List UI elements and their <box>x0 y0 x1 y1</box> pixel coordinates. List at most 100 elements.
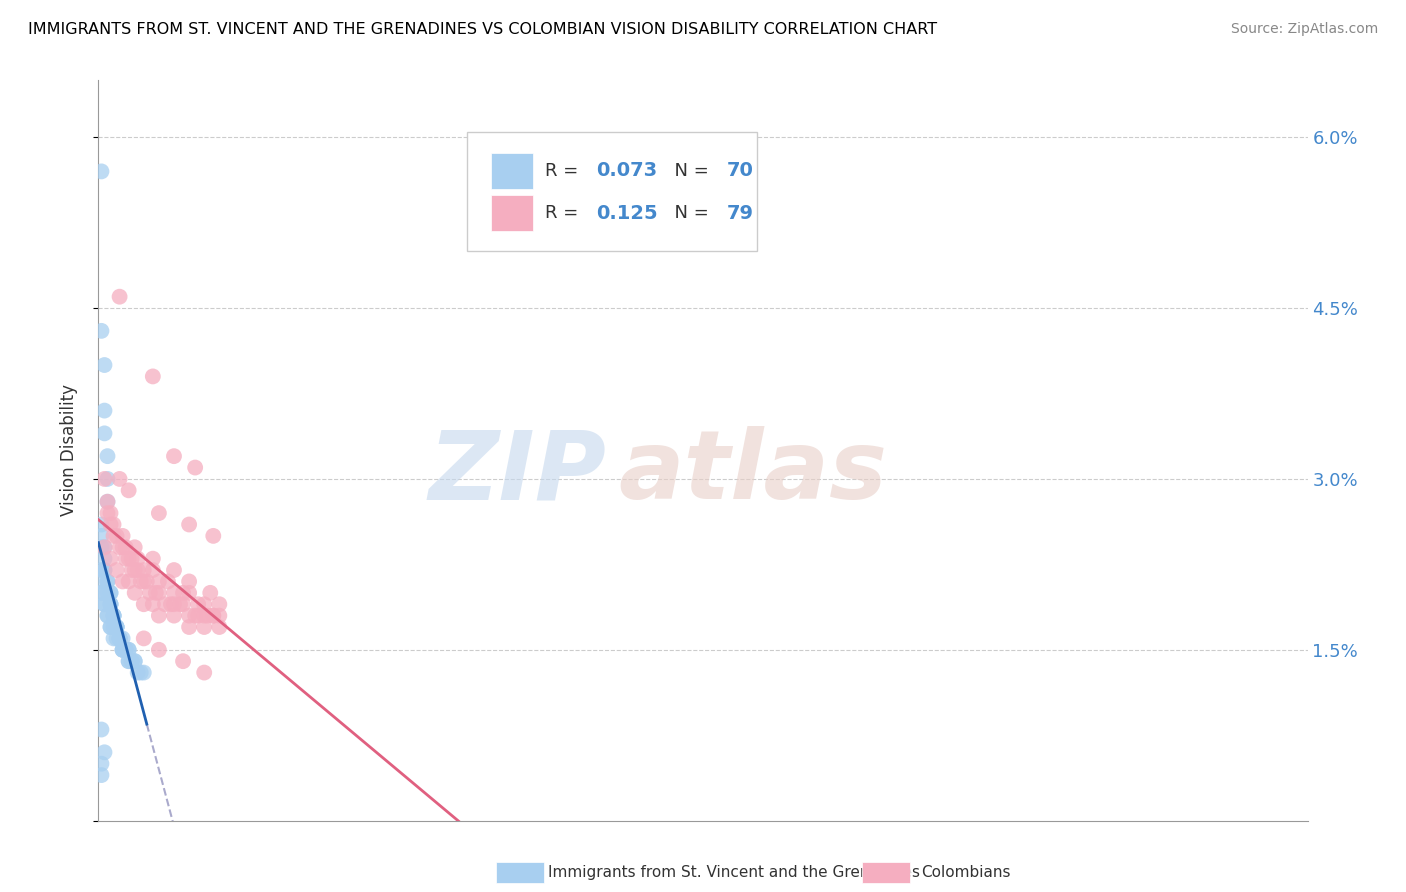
Point <box>202 608 225 623</box>
Point <box>100 586 122 600</box>
Point <box>103 620 125 634</box>
Point <box>103 608 125 623</box>
Text: Colombians: Colombians <box>921 865 1011 880</box>
Point <box>187 597 209 611</box>
Text: 0.125: 0.125 <box>596 203 658 223</box>
Point <box>90 529 112 543</box>
Point <box>172 586 194 600</box>
Point <box>90 324 112 338</box>
Point <box>148 574 170 589</box>
Point <box>121 563 143 577</box>
Point <box>121 654 143 668</box>
Point <box>179 620 201 634</box>
Point <box>118 654 141 668</box>
Point <box>103 608 125 623</box>
Point <box>93 597 115 611</box>
Point <box>121 551 143 566</box>
Point <box>111 529 134 543</box>
Point <box>105 620 128 634</box>
Point <box>93 597 115 611</box>
Point <box>93 358 115 372</box>
Point <box>163 449 186 463</box>
Point <box>124 586 146 600</box>
Point <box>124 563 146 577</box>
Point <box>208 620 231 634</box>
Point <box>105 620 128 634</box>
Point <box>100 620 122 634</box>
Point <box>132 563 155 577</box>
Text: atlas: atlas <box>619 426 887 519</box>
Point <box>202 529 225 543</box>
Text: R =: R = <box>544 204 583 222</box>
Point <box>118 642 141 657</box>
Point <box>100 597 122 611</box>
Point <box>114 551 136 566</box>
Point <box>108 290 131 304</box>
Point <box>96 586 118 600</box>
Point <box>193 620 215 634</box>
Point <box>163 586 186 600</box>
Point <box>111 541 134 555</box>
Point <box>93 563 115 577</box>
Point <box>208 597 231 611</box>
Point <box>193 597 215 611</box>
Point <box>108 632 131 646</box>
Point <box>142 369 165 384</box>
Point <box>172 597 194 611</box>
Text: N =: N = <box>664 162 714 180</box>
Point <box>100 517 122 532</box>
Point <box>93 426 115 441</box>
Point <box>90 563 112 577</box>
Point <box>105 529 128 543</box>
Point <box>148 586 170 600</box>
Point <box>90 517 112 532</box>
Point <box>148 506 170 520</box>
Point <box>139 586 162 600</box>
Point <box>169 597 191 611</box>
Point <box>105 620 128 634</box>
Point <box>100 597 122 611</box>
Point <box>172 654 194 668</box>
Point <box>96 608 118 623</box>
Point <box>96 574 118 589</box>
Point <box>132 665 155 680</box>
Point <box>103 529 125 543</box>
Point <box>93 551 115 566</box>
Point <box>103 517 125 532</box>
Point <box>142 551 165 566</box>
Point <box>153 597 176 611</box>
Point <box>160 597 183 611</box>
Point <box>163 608 186 623</box>
Point <box>193 608 215 623</box>
Point <box>200 586 222 600</box>
Point <box>93 541 115 555</box>
Point <box>179 574 201 589</box>
Point <box>193 665 215 680</box>
Text: N =: N = <box>664 204 714 222</box>
Point <box>108 632 131 646</box>
Point <box>96 506 118 520</box>
Point <box>100 586 122 600</box>
Point <box>124 654 146 668</box>
Text: R =: R = <box>544 162 583 180</box>
Y-axis label: Vision Disability: Vision Disability <box>59 384 77 516</box>
Point <box>90 586 112 600</box>
Point <box>105 563 128 577</box>
Point <box>96 449 118 463</box>
Point <box>93 403 115 417</box>
Point <box>100 620 122 634</box>
Point <box>96 494 118 508</box>
Point <box>202 608 225 623</box>
Point <box>100 506 122 520</box>
Point <box>90 574 112 589</box>
Point <box>114 642 136 657</box>
Point <box>96 574 118 589</box>
Point <box>105 632 128 646</box>
Point <box>93 541 115 555</box>
Point <box>111 642 134 657</box>
Point <box>96 494 118 508</box>
Text: Immigrants from St. Vincent and the Grenadines: Immigrants from St. Vincent and the Gren… <box>548 865 921 880</box>
Point <box>93 745 115 759</box>
Point <box>103 608 125 623</box>
Text: IMMIGRANTS FROM ST. VINCENT AND THE GRENADINES VS COLOMBIAN VISION DISABILITY CO: IMMIGRANTS FROM ST. VINCENT AND THE GREN… <box>28 22 938 37</box>
